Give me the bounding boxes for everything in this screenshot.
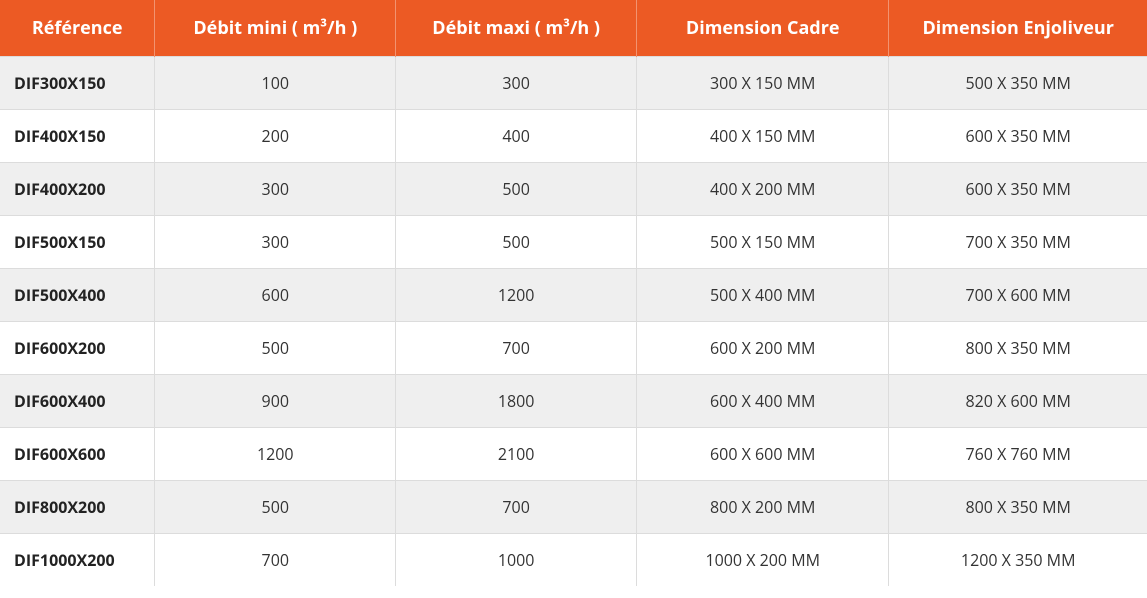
cell-value: 700 X 350 MM <box>889 216 1147 269</box>
cell-value: 600 X 350 MM <box>889 110 1147 163</box>
spec-table: Référence Débit mini ( m³/h ) Débit maxi… <box>0 0 1147 586</box>
cell-reference: DIF500X150 <box>0 216 155 269</box>
cell-value: 500 X 400 MM <box>637 269 889 322</box>
table-row: DIF1000X20070010001000 X 200 MM1200 X 35… <box>0 534 1147 587</box>
cell-value: 400 X 150 MM <box>637 110 889 163</box>
table-row: DIF600X200500700600 X 200 MM800 X 350 MM <box>0 322 1147 375</box>
header-debit-mini: Débit mini ( m³/h ) <box>155 0 396 57</box>
cell-value: 1200 X 350 MM <box>889 534 1147 587</box>
cell-reference: DIF400X150 <box>0 110 155 163</box>
cell-value: 1000 <box>396 534 637 587</box>
header-dim-cadre: Dimension Cadre <box>637 0 889 57</box>
cell-value: 1000 X 200 MM <box>637 534 889 587</box>
cell-value: 500 X 150 MM <box>637 216 889 269</box>
cell-value: 600 X 200 MM <box>637 322 889 375</box>
cell-value: 760 X 760 MM <box>889 428 1147 481</box>
cell-reference: DIF400X200 <box>0 163 155 216</box>
cell-value: 500 <box>155 481 396 534</box>
cell-value: 300 <box>396 57 637 110</box>
cell-reference: DIF800X200 <box>0 481 155 534</box>
table-row: DIF400X200300500400 X 200 MM600 X 350 MM <box>0 163 1147 216</box>
header-dim-enjo: Dimension Enjoliveur <box>889 0 1147 57</box>
table-row: DIF600X4009001800600 X 400 MM820 X 600 M… <box>0 375 1147 428</box>
cell-reference: DIF500X400 <box>0 269 155 322</box>
cell-reference: DIF600X600 <box>0 428 155 481</box>
cell-value: 300 <box>155 216 396 269</box>
cell-value: 500 <box>396 163 637 216</box>
header-reference: Référence <box>0 0 155 57</box>
cell-reference: DIF600X400 <box>0 375 155 428</box>
cell-value: 400 X 200 MM <box>637 163 889 216</box>
cell-value: 1200 <box>155 428 396 481</box>
cell-value: 700 <box>396 481 637 534</box>
cell-value: 1800 <box>396 375 637 428</box>
cell-value: 900 <box>155 375 396 428</box>
cell-value: 300 X 150 MM <box>637 57 889 110</box>
cell-value: 500 <box>155 322 396 375</box>
table-head: Référence Débit mini ( m³/h ) Débit maxi… <box>0 0 1147 57</box>
cell-value: 500 <box>396 216 637 269</box>
cell-value: 700 <box>396 322 637 375</box>
cell-value: 800 X 200 MM <box>637 481 889 534</box>
cell-value: 600 <box>155 269 396 322</box>
cell-value: 300 <box>155 163 396 216</box>
table-body: DIF300X150100300300 X 150 MM500 X 350 MM… <box>0 57 1147 587</box>
cell-value: 800 X 350 MM <box>889 481 1147 534</box>
cell-value: 100 <box>155 57 396 110</box>
table-row: DIF300X150100300300 X 150 MM500 X 350 MM <box>0 57 1147 110</box>
cell-reference: DIF1000X200 <box>0 534 155 587</box>
table-row: DIF600X60012002100600 X 600 MM760 X 760 … <box>0 428 1147 481</box>
cell-value: 500 X 350 MM <box>889 57 1147 110</box>
cell-value: 800 X 350 MM <box>889 322 1147 375</box>
cell-value: 600 X 400 MM <box>637 375 889 428</box>
cell-value: 400 <box>396 110 637 163</box>
cell-reference: DIF600X200 <box>0 322 155 375</box>
cell-value: 600 X 350 MM <box>889 163 1147 216</box>
cell-value: 600 X 600 MM <box>637 428 889 481</box>
header-row: Référence Débit mini ( m³/h ) Débit maxi… <box>0 0 1147 57</box>
cell-value: 2100 <box>396 428 637 481</box>
cell-value: 1200 <box>396 269 637 322</box>
header-debit-maxi: Débit maxi ( m³/h ) <box>396 0 637 57</box>
cell-value: 820 X 600 MM <box>889 375 1147 428</box>
cell-value: 700 X 600 MM <box>889 269 1147 322</box>
cell-value: 200 <box>155 110 396 163</box>
cell-value: 700 <box>155 534 396 587</box>
table-row: DIF500X150300500500 X 150 MM700 X 350 MM <box>0 216 1147 269</box>
table-row: DIF500X4006001200500 X 400 MM700 X 600 M… <box>0 269 1147 322</box>
cell-reference: DIF300X150 <box>0 57 155 110</box>
table-row: DIF400X150200400400 X 150 MM600 X 350 MM <box>0 110 1147 163</box>
table-row: DIF800X200500700800 X 200 MM800 X 350 MM <box>0 481 1147 534</box>
